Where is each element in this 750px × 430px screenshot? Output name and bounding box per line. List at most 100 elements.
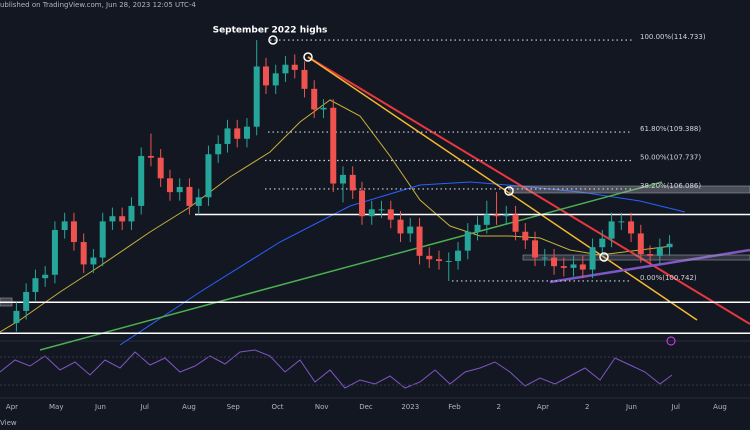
candle-body — [253, 66, 260, 127]
x-tick-label: 2 — [585, 403, 589, 411]
candle-body — [80, 242, 87, 265]
candle-body — [628, 221, 635, 234]
candle-body — [195, 197, 202, 206]
candle-body — [23, 291, 30, 311]
candle-body — [99, 221, 106, 258]
x-tick-label: Aug — [182, 403, 196, 411]
candle-body — [166, 178, 173, 193]
candle-body — [570, 264, 577, 268]
candle-body — [407, 226, 414, 234]
fib-label: 0.00%(100.742) — [640, 274, 697, 282]
candle-body — [176, 186, 183, 193]
candle-body — [339, 174, 346, 184]
candle-body — [455, 250, 462, 261]
candle-body — [532, 240, 539, 258]
candle-body — [436, 259, 443, 261]
candle-body — [551, 257, 558, 267]
candle-body — [157, 157, 164, 179]
candle-body — [637, 233, 644, 255]
candle-body — [618, 221, 625, 223]
x-tick-label: Aug — [713, 403, 727, 411]
candle-body — [138, 155, 145, 206]
zone-box — [522, 254, 750, 261]
rsi-line — [0, 349, 673, 389]
candle-body — [128, 205, 135, 222]
marker-circle — [268, 35, 278, 45]
annotation: September 2022 highs — [213, 26, 328, 36]
candle-body — [61, 221, 68, 230]
candle-body — [656, 247, 663, 256]
fib-label: 61.80%(109.388) — [640, 125, 701, 133]
candle-body — [311, 88, 318, 110]
trendline-red — [307, 56, 750, 325]
trendline-green — [39, 181, 663, 351]
x-tick-label: Oct — [271, 403, 283, 411]
x-tick-label: Jul — [671, 403, 681, 411]
x-tick-label: Apr — [537, 403, 549, 411]
x-tick-label: Jul — [140, 403, 150, 411]
candle-body — [215, 143, 222, 155]
candle-body — [205, 154, 212, 198]
candle-body — [579, 264, 586, 270]
header: ublished on TradingView.com, Jun 28, 202… — [0, 1, 196, 9]
candle-body — [378, 209, 385, 211]
candle-body — [224, 128, 231, 144]
x-tick-label: Nov — [315, 403, 329, 411]
trendline-yellow — [307, 56, 698, 321]
candle-body — [349, 174, 356, 191]
candle-body — [503, 214, 510, 217]
x-tick-label: Feb — [448, 403, 461, 411]
x-tick-label: Jun — [625, 403, 637, 411]
candle-body — [426, 255, 433, 260]
candle-body — [397, 219, 404, 234]
candle-body — [282, 64, 289, 74]
x-tick-label: Apr — [6, 403, 18, 411]
candle-body — [262, 66, 269, 86]
candle-body — [243, 126, 250, 139]
candle-body — [51, 229, 58, 275]
x-tick-label: May — [49, 403, 63, 411]
candle-body — [70, 221, 77, 243]
candle-body — [512, 214, 519, 232]
x-tick-label: Dec — [359, 403, 373, 411]
candle-body — [560, 266, 567, 268]
icon — [666, 336, 676, 346]
marker-circle — [599, 252, 609, 262]
candle-body — [599, 238, 606, 248]
candle-body — [32, 278, 39, 292]
moving-average-50 — [0, 99, 673, 333]
fib-label: 38.20%(106.086) — [640, 182, 701, 190]
candle-body — [464, 231, 471, 251]
candle-body — [608, 221, 615, 239]
candle-body — [666, 243, 673, 248]
marker-circle — [303, 52, 313, 62]
footer: View — [0, 419, 17, 427]
candle-body — [474, 224, 481, 232]
x-tick-label: Jun — [94, 403, 106, 411]
candle-body — [416, 226, 423, 256]
candle-body — [445, 260, 452, 262]
candle-body — [234, 128, 241, 139]
candle-body — [301, 69, 308, 89]
candle-body — [291, 64, 298, 70]
candle-body — [147, 155, 154, 158]
candle-body — [522, 231, 529, 241]
candle-body — [13, 310, 20, 323]
candle-body — [119, 216, 126, 222]
candle-body — [647, 254, 654, 256]
candle-body — [493, 214, 500, 217]
candle-body — [272, 73, 279, 86]
candle-body — [359, 190, 366, 217]
candle-body — [483, 214, 490, 225]
fib-label: 50.00%(107.737) — [640, 153, 701, 161]
candle-body — [589, 247, 596, 270]
trendline-purple — [549, 248, 750, 284]
candle-body — [186, 186, 193, 206]
candle-body — [541, 257, 548, 259]
candle-body — [320, 107, 327, 110]
x-tick-label: 2023 — [401, 403, 419, 411]
marker-circle — [504, 186, 514, 196]
candle-body — [368, 209, 375, 217]
candle-body — [387, 209, 394, 220]
